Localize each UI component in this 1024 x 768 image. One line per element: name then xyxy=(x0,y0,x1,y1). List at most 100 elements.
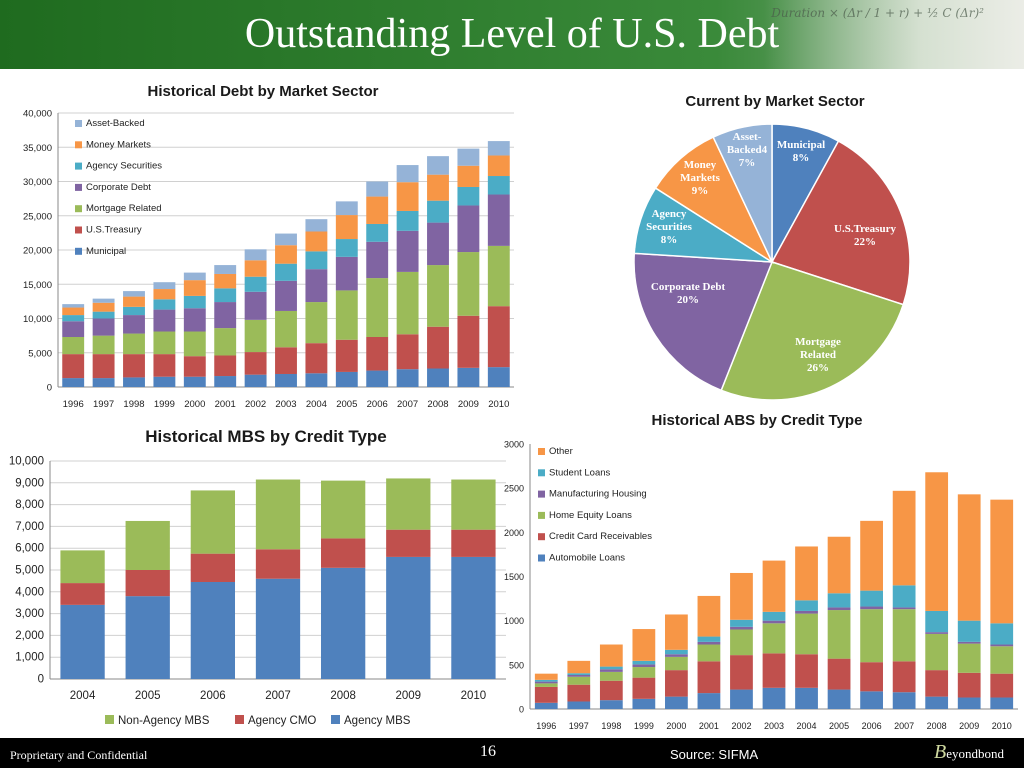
abs-bar-segment xyxy=(795,687,818,709)
debt-bar-segment xyxy=(214,376,237,387)
debt-legend-label: Municipal xyxy=(86,246,126,257)
abs-bar-segment xyxy=(925,696,949,709)
mbs-bar-segment xyxy=(451,479,496,530)
debt-legend-label: Corporate Debt xyxy=(86,182,151,193)
debt-bar-segment xyxy=(366,223,389,242)
abs-bar-segment xyxy=(990,697,1014,709)
abs-bar-segment xyxy=(925,472,949,611)
debt-bar-segment xyxy=(275,263,297,281)
debt-bar-segment xyxy=(366,241,389,279)
mbs-bar-segment xyxy=(451,556,496,679)
debt-bar-segment xyxy=(92,354,115,379)
abs-bar-segment xyxy=(957,620,981,642)
debt-bar-segment xyxy=(62,336,85,355)
debt-bar-segment xyxy=(244,319,267,353)
abs-bar-segment xyxy=(730,572,753,620)
pie-label-line: 9% xyxy=(692,185,709,197)
abs-bar-segment xyxy=(795,600,818,611)
debt-legend-label: Asset-Backed xyxy=(86,118,145,129)
abs-bar-segment xyxy=(697,661,721,694)
abs-ytick-label: 0 xyxy=(519,705,524,715)
debt-bar-segment xyxy=(366,370,389,387)
pie-label-line: 20% xyxy=(677,294,699,306)
abs-bar-segment xyxy=(534,681,558,684)
debt-xtick-label: 2002 xyxy=(245,399,266,410)
abs-bar-segment xyxy=(925,632,949,634)
debt-bar-segment xyxy=(153,282,176,290)
debt-bar-segment xyxy=(92,311,115,319)
logo-text: eyondbond xyxy=(946,746,1004,761)
abs-legend-label: Manufacturing Housing xyxy=(549,489,647,500)
pie-slice xyxy=(770,140,911,306)
abs-bar-segment xyxy=(632,660,656,665)
abs-xtick-label: 2000 xyxy=(666,721,686,731)
abs-bar-segment xyxy=(990,499,1014,624)
pie-label-line: Securities xyxy=(646,221,693,233)
abs-bar-segment xyxy=(957,697,981,709)
debt-bar-segment xyxy=(275,245,297,264)
abs-xtick-label: 2002 xyxy=(731,721,751,731)
footer-source: Source: SIFMA xyxy=(670,747,759,762)
abs-xtick-label: 1999 xyxy=(634,721,654,731)
abs-bar-segment xyxy=(730,655,753,690)
abs-xtick-label: 1998 xyxy=(601,721,621,731)
pie-slice xyxy=(633,252,774,392)
debt-bar-segment xyxy=(427,326,449,369)
abs-bar-segment xyxy=(957,672,981,698)
pie-slice xyxy=(720,261,905,401)
debt-bar-segment xyxy=(183,331,206,357)
pie-slice-label: Municipal 8% xyxy=(777,139,825,164)
mbs-legend-label: Agency MBS xyxy=(344,715,411,727)
debt-bar-segment xyxy=(427,200,449,223)
abs-bar-segment xyxy=(990,644,1014,647)
debt-ytick-label: 30,000 xyxy=(23,177,52,188)
debt-bar-segment xyxy=(457,148,480,166)
mbs-bar-segment xyxy=(255,578,301,679)
pie-label-line: 7% xyxy=(739,157,756,169)
abs-bar-segment xyxy=(534,683,558,687)
pie-label-line: Corporate Debt xyxy=(651,281,726,293)
abs-bar-segment xyxy=(860,691,883,709)
debt-ytick-label: 0 xyxy=(47,383,52,394)
abs-bar-segment xyxy=(697,595,721,637)
abs-legend-swatch xyxy=(538,490,545,498)
abs-bar-segment xyxy=(599,644,623,667)
debt-bar-segment xyxy=(153,376,176,387)
abs-bar-segment xyxy=(730,619,753,627)
abs-bar-segment xyxy=(599,700,623,709)
debt-bar-segment xyxy=(457,165,480,187)
abs-xtick-label: 1996 xyxy=(536,721,556,731)
debt-bar-segment xyxy=(123,354,145,378)
mbs-xtick-label: 2006 xyxy=(200,690,226,702)
abs-bar-segment xyxy=(795,613,818,655)
logo-initial: B xyxy=(934,741,947,763)
debt-bar-segment xyxy=(396,271,419,335)
abs-ytick-label: 1000 xyxy=(504,616,524,626)
debt-bar-segment xyxy=(305,231,328,252)
debt-bar-segment xyxy=(62,307,85,316)
pie-slice-label: Corporate Debt 20% xyxy=(651,281,726,306)
pie-label-line: Municipal xyxy=(777,139,825,151)
abs-bar-segment xyxy=(567,676,591,685)
abs-bar-segment xyxy=(860,609,883,663)
abs-xtick-label: 2005 xyxy=(829,721,849,731)
abs-bar-segment xyxy=(730,629,753,656)
debt-bar-segment xyxy=(427,156,449,175)
mbs-bar-segment xyxy=(386,556,431,679)
mbs-bar-segment xyxy=(190,490,236,554)
debt-bar-segment xyxy=(214,302,237,329)
abs-bar-segment xyxy=(632,677,656,699)
debt-bar-segment xyxy=(427,368,449,387)
debt-xtick-label: 2005 xyxy=(336,399,357,410)
abs-bar-segment xyxy=(990,646,1014,674)
debt-ytick-label: 15,000 xyxy=(23,280,52,291)
debt-bar-segment xyxy=(457,205,480,253)
page-number: 16 xyxy=(480,743,496,760)
debt-bar-segment xyxy=(275,280,297,311)
mbs-ytick-label: 5,000 xyxy=(15,565,44,577)
debt-bar-segment xyxy=(244,352,267,375)
abs-bar-segment xyxy=(860,662,883,692)
mbs-ytick-label: 2,000 xyxy=(15,630,44,642)
abs-bar-segment xyxy=(762,560,786,612)
debt-bar-segment xyxy=(214,265,237,274)
